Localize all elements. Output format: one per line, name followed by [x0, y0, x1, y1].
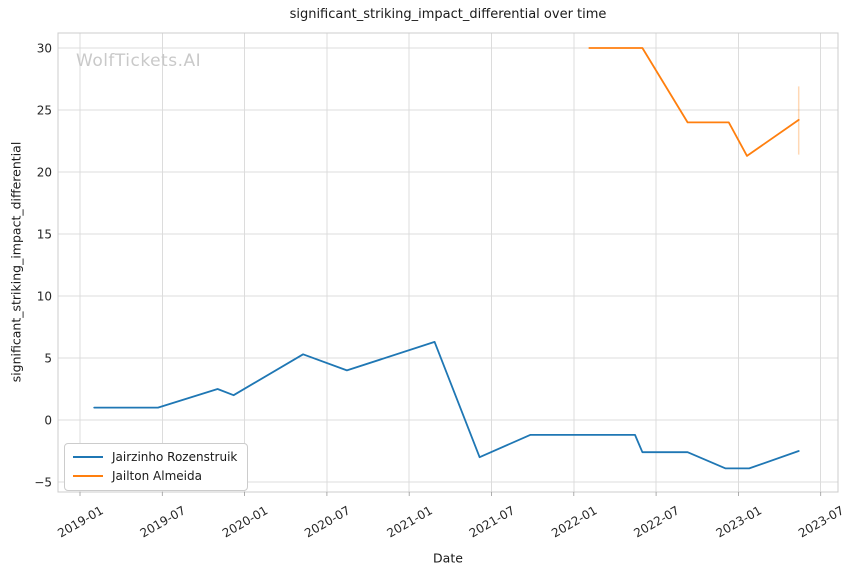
- legend-swatch-rozenstruik: [73, 456, 103, 458]
- y-tick-label: 10: [37, 290, 52, 304]
- x-tick-label: 2023-07: [796, 503, 846, 540]
- y-tick-label: 0: [44, 414, 52, 428]
- plot-border: [57, 32, 839, 493]
- legend-label-rozenstruik: Jairzinho Rozenstruik: [112, 450, 238, 464]
- y-tick-label: 15: [37, 228, 52, 242]
- x-tick-label: 2020-01: [220, 503, 270, 540]
- y-tick-label: 25: [37, 104, 52, 118]
- series-line-jailton-almeida: [588, 47, 800, 157]
- series-line-jairzinho-rozenstruik: [93, 340, 800, 470]
- chart-title: significant_striking_impact_differential…: [289, 7, 607, 22]
- x-tick-label: 2021-07: [467, 503, 517, 540]
- x-tick-label: 2021-01: [384, 503, 434, 540]
- legend-item-rozenstruik: Jairzinho Rozenstruik: [73, 449, 237, 465]
- x-tick-label: 2022-07: [631, 503, 681, 540]
- x-tick-label: 2023-01: [714, 503, 764, 540]
- legend-label-almeida: Jailton Almeida: [112, 469, 202, 483]
- legend: Jairzinho Rozenstruik Jailton Almeida: [64, 443, 249, 491]
- y-tick-label: 30: [37, 42, 52, 56]
- y-tick-label: −5: [34, 476, 52, 490]
- y-tick-label: 20: [37, 166, 52, 180]
- x-tick-label: 2019-01: [55, 503, 105, 540]
- x-tick-label: 2022-01: [549, 503, 599, 540]
- y-tick-label: 5: [44, 352, 52, 366]
- x-tick-label: 2020-07: [302, 503, 352, 540]
- legend-swatch-almeida: [73, 475, 103, 477]
- watermark: WolfTickets.AI: [76, 51, 202, 71]
- x-tick-label: 2019-07: [138, 503, 188, 540]
- x-axis-label: Date: [433, 550, 463, 566]
- legend-item-almeida: Jailton Almeida: [73, 468, 237, 484]
- y-axis-label: significant_striking_impact_differential: [8, 141, 24, 383]
